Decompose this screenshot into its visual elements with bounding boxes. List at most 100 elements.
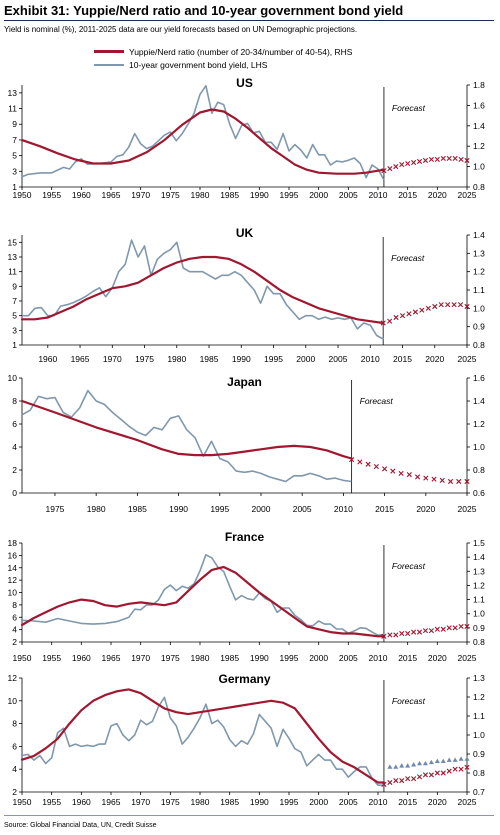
- x-tick-label: 1950: [13, 653, 32, 663]
- forecast-ratio-marker: [399, 778, 405, 784]
- legend-swatch-yield: [94, 63, 124, 66]
- x-tick-label: 1955: [42, 797, 61, 807]
- y-tick-label-left: 4: [12, 625, 17, 635]
- forecast-ratio-marker: [416, 774, 423, 780]
- forecast-yield-marker: [417, 760, 423, 766]
- forecast-ratio-marker: [434, 626, 440, 632]
- x-tick-label: 1960: [38, 354, 57, 364]
- x-tick-label: 2010: [334, 504, 353, 514]
- y-tick-label-left: 16: [8, 550, 18, 560]
- x-tick-label: 2025: [458, 354, 477, 364]
- x-tick-label: 1990: [169, 504, 188, 514]
- x-tick-label: 2005: [329, 354, 348, 364]
- forecast-ratio-marker: [457, 302, 464, 308]
- x-tick-label: 2005: [293, 504, 312, 514]
- x-tick-label: 1980: [87, 504, 106, 514]
- y-tick-label-right: 0.8: [473, 340, 485, 350]
- y-tick-label-right: 1.0: [473, 303, 485, 313]
- y-tick-label-left: 12: [8, 575, 18, 585]
- x-tick-label: 2010: [369, 797, 388, 807]
- forecast-ratio-marker: [456, 478, 462, 485]
- x-tick-label: 2020: [428, 190, 447, 200]
- x-tick-label: 2010: [369, 653, 388, 663]
- y-tick-label-left: 8: [12, 396, 17, 406]
- x-tick-label: 1985: [220, 190, 239, 200]
- x-tick-label: 1980: [167, 354, 186, 364]
- y-tick-label-right: 0.9: [473, 623, 485, 633]
- y-tick-label-left: 7: [12, 296, 17, 306]
- forecast-ratio-marker: [422, 157, 429, 164]
- x-tick-label: 1985: [128, 504, 147, 514]
- x-tick-label: 1980: [191, 797, 210, 807]
- x-tick-label: 1975: [161, 190, 180, 200]
- x-tick-label: 2010: [361, 354, 380, 364]
- forecast-ratio-marker: [405, 776, 411, 782]
- y-tick-label-right: 1.5: [473, 538, 485, 548]
- y-tick-label-left: 11: [8, 104, 17, 114]
- x-tick-label: 2025: [458, 504, 477, 514]
- forecast-ratio-marker: [393, 778, 399, 784]
- forecast-yield-marker: [464, 756, 470, 761]
- x-tick-label: 1990: [232, 354, 251, 364]
- forecast-label: Forecast: [392, 103, 426, 113]
- forecast-ratio-marker: [398, 470, 404, 477]
- y-tick-label-right: 1.1: [473, 285, 485, 295]
- x-tick-label: 2020: [416, 504, 435, 514]
- x-tick-label: 1990: [250, 190, 269, 200]
- forecast-ratio-marker: [390, 468, 396, 474]
- chart-title: France: [225, 530, 265, 544]
- y-tick-label-left: 6: [12, 741, 17, 751]
- forecast-ratio-marker: [464, 157, 470, 164]
- y-tick-label-right: 1.4: [473, 121, 485, 131]
- forecast-ratio-marker: [458, 766, 464, 772]
- y-tick-label-right: 1.2: [473, 141, 485, 151]
- x-tick-label: 2025: [458, 653, 477, 663]
- y-tick-label-right: 1.3: [473, 248, 485, 258]
- x-tick-label: 1970: [103, 354, 122, 364]
- y-tick-label-left: 8: [12, 600, 17, 610]
- forecast-ratio-marker: [445, 302, 451, 308]
- y-tick-label-left: 12: [8, 673, 18, 683]
- y-tick-label-left: 18: [8, 538, 18, 548]
- forecast-ratio-marker: [422, 628, 429, 634]
- y-tick-label-right: 1.8: [473, 80, 485, 90]
- y-tick-label-left: 2: [12, 787, 17, 797]
- x-tick-label: 1985: [220, 797, 239, 807]
- x-tick-label: 2020: [428, 653, 447, 663]
- forecast-ratio-marker: [419, 307, 425, 313]
- x-tick-label: 2025: [458, 797, 477, 807]
- x-tick-label: 1995: [280, 797, 299, 807]
- x-tick-label: 2005: [339, 797, 358, 807]
- forecast-ratio-marker: [382, 466, 388, 472]
- x-tick-label: 2000: [309, 653, 328, 663]
- x-tick-label: 1995: [280, 190, 299, 200]
- x-tick-label: 1960: [72, 797, 91, 807]
- forecast-yield-marker: [440, 758, 446, 764]
- y-tick-label-left: 11: [8, 267, 17, 277]
- exhibit-title: Exhibit 31: Yuppie/Nerd ratio and 10-yea…: [4, 3, 404, 18]
- forecast-ratio-marker: [439, 477, 445, 483]
- chart-title: US: [236, 76, 253, 90]
- forecast-ratio-marker: [447, 478, 454, 485]
- y-tick-label-left: 5: [12, 311, 17, 321]
- forecast-ratio-marker: [438, 302, 444, 308]
- ratio-line: [20, 565, 385, 638]
- forecast-ratio-marker: [381, 168, 387, 174]
- y-tick-label-left: 0: [12, 488, 17, 498]
- y-tick-label-left: 3: [12, 325, 17, 335]
- y-tick-label-right: 1.4: [473, 396, 485, 406]
- forecast-ratio-marker: [399, 630, 405, 637]
- yield-line: [21, 553, 384, 637]
- forecast-yield-marker: [458, 756, 464, 761]
- y-tick-label-right: 0.9: [473, 322, 485, 332]
- forecast-ratio-marker: [464, 764, 470, 770]
- x-tick-label: 1980: [191, 190, 210, 200]
- x-tick-label: 1975: [135, 354, 154, 364]
- y-tick-label-left: 2: [12, 637, 17, 647]
- forecast-label: Forecast: [360, 396, 394, 406]
- forecast-ratio-marker: [440, 770, 446, 776]
- forecast-ratio-marker: [452, 766, 458, 772]
- forecast-ratio-marker: [464, 478, 470, 485]
- x-tick-label: 1990: [250, 797, 269, 807]
